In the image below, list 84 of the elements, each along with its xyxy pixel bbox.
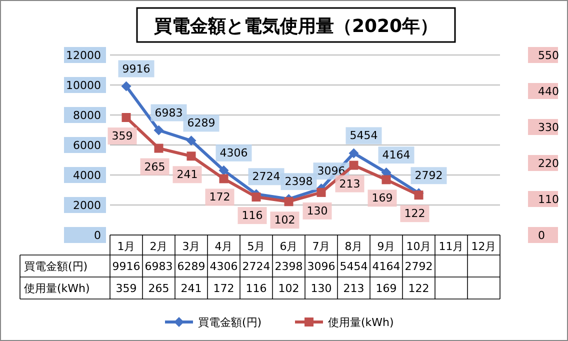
point xyxy=(122,113,131,122)
text: 102 xyxy=(278,282,300,295)
point xyxy=(154,125,164,136)
text: 使用量(kWh) xyxy=(24,282,90,295)
point xyxy=(284,197,294,206)
text: 5454 xyxy=(340,260,368,273)
y2-tick-label: 0 xyxy=(538,229,545,242)
data-label: 5454 xyxy=(350,129,378,142)
text: 265 xyxy=(148,282,170,295)
text: 122 xyxy=(408,282,430,295)
text: 9916 xyxy=(112,260,140,273)
text: 6289 xyxy=(177,260,206,273)
y2-tick-label: 220 xyxy=(538,157,559,170)
text: 172 xyxy=(213,282,234,295)
point xyxy=(154,144,164,153)
y-tick-label: 6000 xyxy=(73,139,101,152)
text: 2792 xyxy=(404,260,433,273)
y2-tick-label: 550 xyxy=(538,49,559,62)
data-label: 359 xyxy=(112,130,133,143)
point xyxy=(316,188,326,197)
legend-label: 買電金額(円) xyxy=(198,316,262,329)
x-tick-label: 2月 xyxy=(150,240,168,253)
point xyxy=(348,148,359,158)
text: 6983 xyxy=(144,260,173,273)
point xyxy=(219,174,228,184)
point xyxy=(349,160,358,170)
data-label: 172 xyxy=(209,190,230,204)
data-label: 6983 xyxy=(154,106,183,120)
x-tick-label: 3月 xyxy=(182,240,200,253)
x-tick-label: 8月 xyxy=(344,240,363,253)
text: 2724 xyxy=(242,260,270,273)
y2-tick-label: 440 xyxy=(538,85,559,98)
y-tick-label: 2000 xyxy=(73,199,101,212)
chart-title: 買電金額と電気使用量（2020年） xyxy=(152,16,438,37)
text: 213 xyxy=(343,282,364,295)
point xyxy=(218,165,229,176)
text: 116 xyxy=(246,282,267,295)
data-label: 4306 xyxy=(220,146,248,160)
data-label: 241 xyxy=(176,168,198,182)
data-label: 2724 xyxy=(252,170,280,184)
text: 4306 xyxy=(210,260,238,273)
point xyxy=(414,190,424,200)
text: 359 xyxy=(116,282,137,295)
text: 3096 xyxy=(307,260,336,273)
x-tick-label: 1月 xyxy=(117,240,136,253)
data-label: 116 xyxy=(242,209,263,222)
point xyxy=(382,175,391,184)
text: 241 xyxy=(180,282,202,295)
data-label: 2398 xyxy=(284,175,313,188)
data-label: 169 xyxy=(372,192,393,205)
data-label: 130 xyxy=(306,204,328,218)
data-label: 265 xyxy=(144,160,166,174)
point xyxy=(121,81,132,92)
x-tick-label: 10月 xyxy=(406,240,432,253)
legend-label: 使用量(kWh) xyxy=(328,316,394,329)
text: 169 xyxy=(376,282,397,295)
data-label: 122 xyxy=(404,207,426,220)
data-label: 4164 xyxy=(382,148,410,162)
data-label: 9916 xyxy=(122,62,150,76)
data-label: 2792 xyxy=(414,169,443,182)
point xyxy=(252,192,261,202)
text: 買電金額(円) xyxy=(24,260,88,273)
x-tick-label: 9月 xyxy=(377,240,396,253)
y-tick-label: 12000 xyxy=(66,49,101,62)
y2-tick-label: 330 xyxy=(538,121,559,134)
point xyxy=(186,136,196,146)
y-tick-label: 0 xyxy=(94,229,101,242)
x-tick-label: 6月 xyxy=(280,240,298,253)
x-tick-label: 7月 xyxy=(312,240,330,253)
point xyxy=(186,152,196,161)
text: 4164 xyxy=(372,260,400,273)
data-label: 6289 xyxy=(187,116,216,130)
x-tick-label: 12月 xyxy=(471,240,496,253)
data-label: 102 xyxy=(274,214,296,227)
y2-tick-label: 110 xyxy=(538,193,559,206)
x-tick-label: 11月 xyxy=(438,240,464,253)
y-tick-label: 4000 xyxy=(73,169,101,182)
y-tick-label: 8000 xyxy=(73,109,101,122)
text: 2398 xyxy=(274,260,303,273)
y-tick-label: 10000 xyxy=(66,79,101,92)
x-tick-label: 5月 xyxy=(247,240,266,253)
text: 130 xyxy=(310,282,332,295)
x-tick-label: 4月 xyxy=(214,240,233,253)
data-label: 213 xyxy=(339,177,360,190)
